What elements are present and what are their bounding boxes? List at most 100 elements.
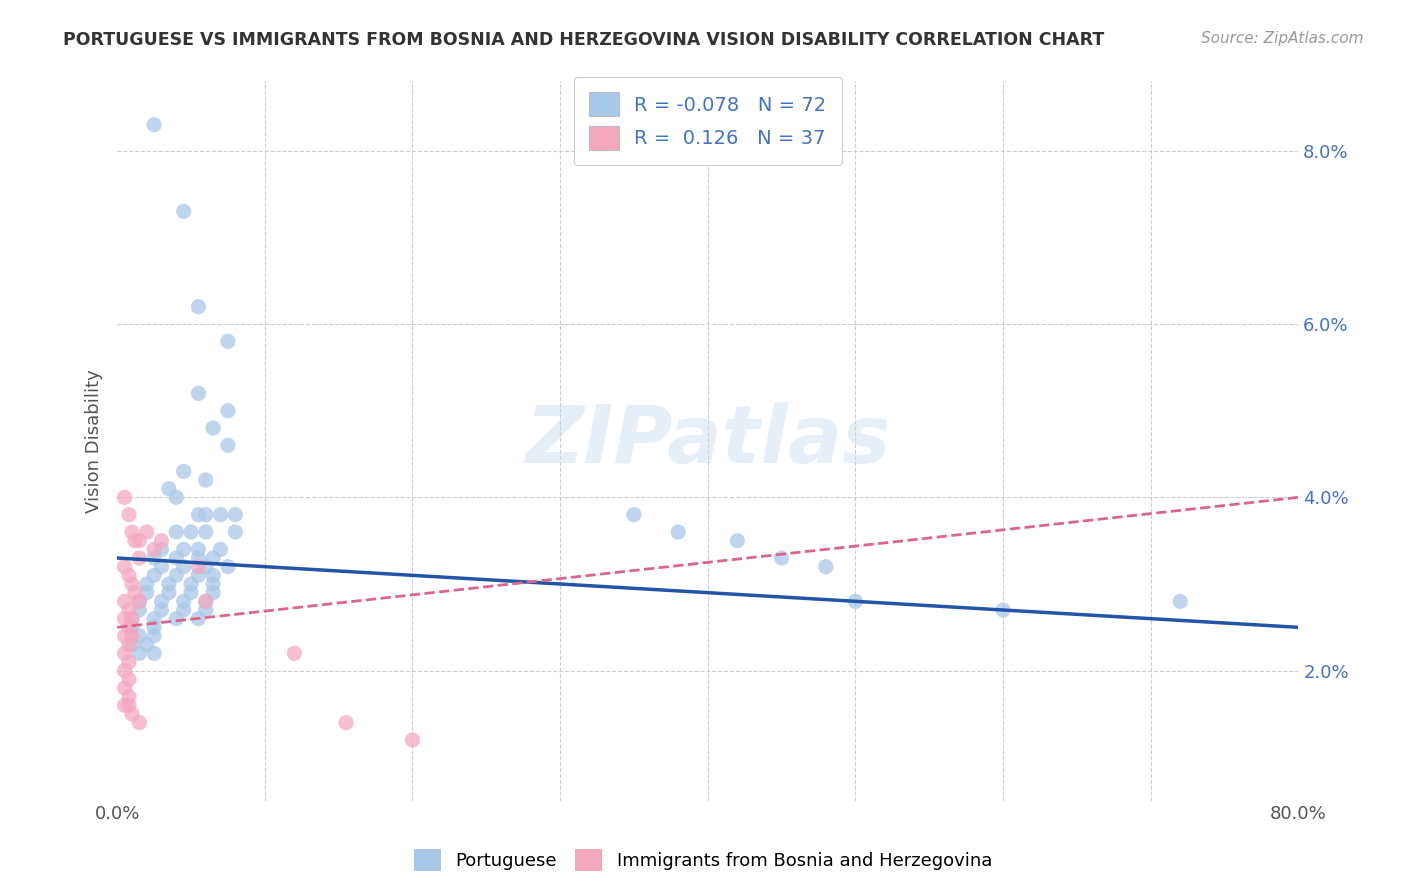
Point	[202, 551, 225, 566]
Point	[187, 612, 209, 626]
Point	[209, 508, 232, 522]
Point	[165, 551, 187, 566]
Point	[165, 524, 187, 539]
Point	[121, 524, 143, 539]
Point	[114, 594, 136, 608]
Point	[143, 646, 166, 660]
Point	[1168, 594, 1191, 608]
Point	[173, 464, 195, 478]
Point	[173, 594, 195, 608]
Point	[173, 559, 195, 574]
Point	[128, 594, 150, 608]
Point	[150, 533, 173, 548]
Point	[173, 204, 195, 219]
Point	[157, 585, 180, 599]
Point	[114, 646, 136, 660]
Point	[128, 594, 150, 608]
Point	[135, 638, 157, 652]
Text: PORTUGUESE VS IMMIGRANTS FROM BOSNIA AND HERZEGOVINA VISION DISABILITY CORRELATI: PORTUGUESE VS IMMIGRANTS FROM BOSNIA AND…	[63, 31, 1105, 49]
Point	[143, 568, 166, 582]
Point	[118, 568, 141, 582]
Point	[143, 542, 166, 557]
Point	[114, 698, 136, 713]
Point	[128, 551, 150, 566]
Point	[180, 577, 202, 591]
Point	[121, 612, 143, 626]
Point	[202, 421, 225, 435]
Point	[118, 690, 141, 704]
Point	[401, 733, 423, 747]
Point	[202, 568, 225, 582]
Point	[666, 524, 689, 539]
Point	[128, 629, 150, 643]
Point	[770, 551, 793, 566]
Point	[150, 603, 173, 617]
Point	[118, 673, 141, 687]
Point	[187, 508, 209, 522]
Point	[165, 612, 187, 626]
Point	[143, 118, 166, 132]
Point	[124, 585, 146, 599]
Point	[150, 559, 173, 574]
Point	[114, 664, 136, 678]
Point	[217, 438, 239, 452]
Point	[202, 577, 225, 591]
Point	[118, 638, 141, 652]
Point	[844, 594, 866, 608]
Point	[173, 542, 195, 557]
Legend: R = -0.078   N = 72, R =  0.126   N = 37: R = -0.078 N = 72, R = 0.126 N = 37	[574, 77, 842, 165]
Point	[187, 542, 209, 557]
Point	[128, 533, 150, 548]
Point	[114, 559, 136, 574]
Point	[194, 594, 217, 608]
Point	[114, 491, 136, 505]
Point	[217, 403, 239, 417]
Point	[143, 612, 166, 626]
Point	[194, 524, 217, 539]
Point	[143, 551, 166, 566]
Point	[114, 681, 136, 695]
Point	[335, 715, 357, 730]
Point	[114, 629, 136, 643]
Point	[150, 542, 173, 557]
Point	[118, 508, 141, 522]
Point	[128, 603, 150, 617]
Point	[814, 559, 837, 574]
Point	[194, 603, 217, 617]
Legend: Portuguese, Immigrants from Bosnia and Herzegovina: Portuguese, Immigrants from Bosnia and H…	[406, 842, 1000, 879]
Point	[187, 559, 209, 574]
Point	[165, 568, 187, 582]
Point	[121, 629, 143, 643]
Point	[121, 577, 143, 591]
Text: Source: ZipAtlas.com: Source: ZipAtlas.com	[1201, 31, 1364, 46]
Point	[143, 629, 166, 643]
Point	[991, 603, 1014, 617]
Point	[187, 386, 209, 401]
Point	[150, 594, 173, 608]
Point	[157, 577, 180, 591]
Point	[194, 508, 217, 522]
Point	[121, 638, 143, 652]
Point	[283, 646, 305, 660]
Point	[180, 524, 202, 539]
Point	[128, 646, 150, 660]
Point	[121, 620, 143, 634]
Point	[118, 620, 141, 634]
Text: ZIPatlas: ZIPatlas	[526, 402, 890, 480]
Point	[224, 508, 246, 522]
Point	[114, 612, 136, 626]
Point	[194, 473, 217, 487]
Point	[209, 542, 232, 557]
Point	[121, 706, 143, 721]
Point	[194, 594, 217, 608]
Point	[224, 524, 246, 539]
Point	[135, 577, 157, 591]
Point	[187, 568, 209, 582]
Point	[135, 524, 157, 539]
Point	[128, 715, 150, 730]
Y-axis label: Vision Disability: Vision Disability	[86, 369, 103, 513]
Point	[194, 559, 217, 574]
Point	[623, 508, 645, 522]
Point	[143, 620, 166, 634]
Point	[217, 559, 239, 574]
